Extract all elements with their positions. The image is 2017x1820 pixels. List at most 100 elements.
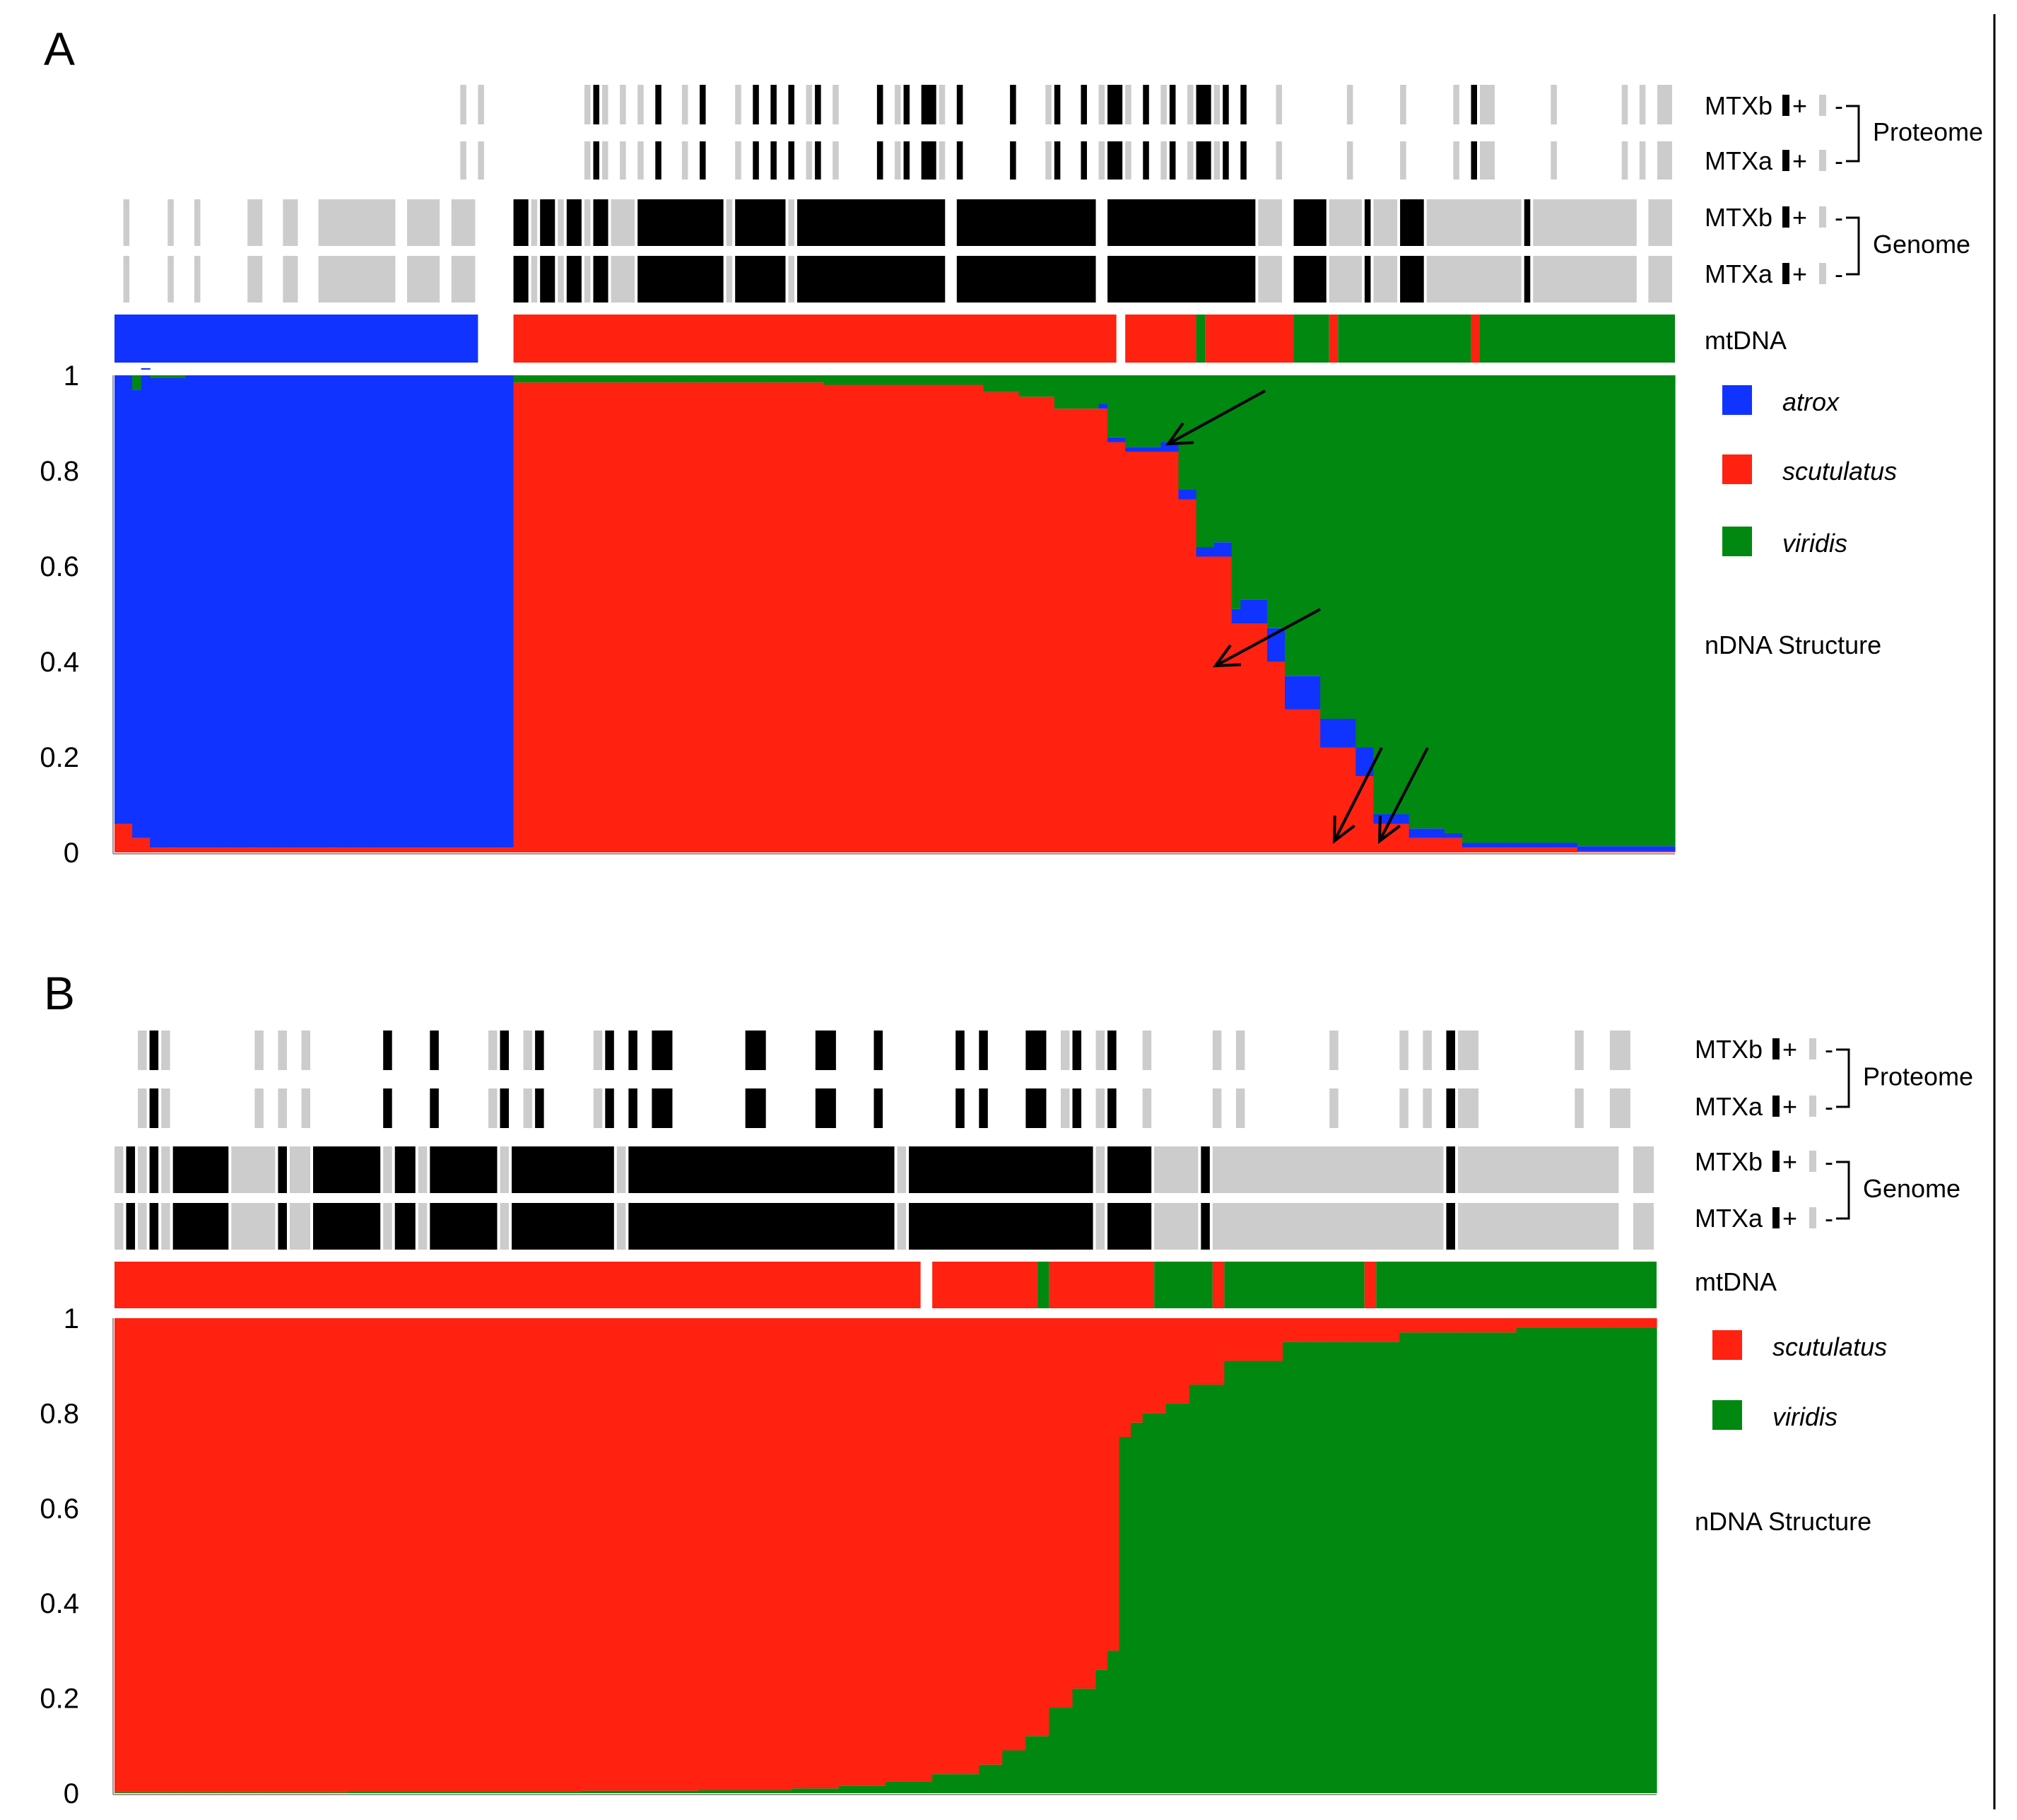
bar-scutulatus bbox=[788, 382, 798, 852]
proteome-cell bbox=[628, 1088, 637, 1128]
genome-cell bbox=[123, 256, 130, 303]
proteome-cell bbox=[1657, 85, 1672, 124]
legend-swatch bbox=[1712, 1330, 1742, 1360]
bar-atrox bbox=[123, 375, 133, 824]
proteome-cell bbox=[278, 1031, 287, 1070]
bar-scutulatus bbox=[930, 384, 940, 852]
bar-atrox bbox=[442, 374, 452, 848]
proteome-cell bbox=[833, 85, 839, 124]
genome-cell bbox=[726, 199, 733, 246]
bracket bbox=[1846, 105, 1860, 163]
bar-atrox bbox=[318, 374, 328, 848]
bar-scutulatus bbox=[1317, 1318, 1330, 1342]
bar-atrox bbox=[398, 374, 408, 848]
bar-scutulatus bbox=[149, 1318, 162, 1792]
bar-viridis bbox=[1356, 375, 1365, 748]
bar-viridis bbox=[313, 1792, 326, 1793]
bar-scutulatus bbox=[1586, 850, 1596, 852]
bar-atrox bbox=[1231, 609, 1241, 623]
bar-scutulatus bbox=[1598, 1318, 1611, 1328]
bar-scutulatus bbox=[194, 847, 204, 852]
bar-scutulatus bbox=[1189, 1318, 1201, 1385]
bar-viridis bbox=[1481, 1332, 1494, 1793]
bar-scutulatus bbox=[1231, 623, 1241, 852]
proteome-cell bbox=[1098, 85, 1105, 124]
bar-viridis bbox=[1609, 1327, 1623, 1793]
separator bbox=[114, 1313, 1657, 1318]
bar-scutulatus bbox=[1131, 1318, 1143, 1423]
bar-atrox bbox=[1506, 843, 1516, 848]
arrow-shaft bbox=[1333, 747, 1383, 842]
bar-scutulatus bbox=[1060, 1318, 1074, 1708]
bar-atrox bbox=[363, 374, 372, 848]
bar-scutulatus bbox=[167, 847, 177, 852]
bar-viridis bbox=[278, 1792, 290, 1793]
bar-viridis bbox=[620, 375, 630, 383]
proteome-cell bbox=[1240, 141, 1247, 180]
bar-viridis bbox=[1276, 375, 1286, 628]
proteome-cell bbox=[1196, 85, 1211, 124]
bar-viridis bbox=[1364, 375, 1375, 748]
legend-label: scutulatus bbox=[1772, 1332, 1887, 1361]
bar-atrox bbox=[141, 368, 151, 838]
bar-viridis bbox=[1409, 375, 1418, 829]
key-positive-label: + bbox=[1782, 1204, 1797, 1233]
bar-viridis bbox=[540, 375, 550, 383]
bar-scutulatus bbox=[460, 847, 470, 852]
bar-scutulatus bbox=[735, 382, 745, 852]
bar-atrox bbox=[1196, 547, 1206, 557]
bar-scutulatus bbox=[932, 1318, 945, 1775]
proteome-cell bbox=[1223, 141, 1229, 180]
proteome-cell bbox=[1045, 85, 1052, 124]
bar-atrox bbox=[478, 375, 488, 848]
bar-scutulatus bbox=[575, 382, 585, 852]
bar-viridis bbox=[1143, 375, 1153, 447]
proteome-cell bbox=[806, 85, 813, 124]
bar-atrox bbox=[1302, 676, 1312, 710]
genome-cell bbox=[584, 199, 591, 246]
bar-scutulatus bbox=[196, 1318, 208, 1792]
proteome-cell bbox=[1471, 85, 1477, 124]
bar-scutulatus bbox=[416, 847, 425, 852]
bar-scutulatus bbox=[220, 847, 230, 852]
bar-viridis bbox=[1231, 375, 1241, 609]
bar-atrox bbox=[1480, 843, 1490, 848]
bar-viridis bbox=[1010, 375, 1020, 392]
proteome-cell bbox=[903, 141, 910, 180]
genome-cell bbox=[1212, 1146, 1444, 1193]
bar-viridis bbox=[640, 1790, 652, 1793]
bar-viridis bbox=[1506, 375, 1516, 843]
proteome-cell bbox=[1609, 1031, 1630, 1070]
bar-scutulatus bbox=[956, 384, 966, 852]
bar-viridis bbox=[371, 1791, 384, 1793]
bar-scutulatus bbox=[1400, 823, 1410, 852]
bar-scutulatus bbox=[1054, 409, 1064, 852]
bar-scutulatus bbox=[912, 384, 922, 852]
bar-scutulatus bbox=[1025, 1318, 1038, 1737]
proteome-cell bbox=[593, 1031, 603, 1070]
genome-cell bbox=[318, 199, 396, 246]
proteome-cell bbox=[138, 1031, 147, 1070]
bar-viridis bbox=[1212, 1385, 1225, 1793]
bar-scutulatus bbox=[433, 847, 443, 852]
legend-label: viridis bbox=[1772, 1402, 1837, 1431]
proteome-cell bbox=[1400, 85, 1406, 124]
bar-viridis bbox=[1426, 375, 1436, 829]
bar-atrox bbox=[1356, 747, 1365, 776]
structure-label: nDNA Structure bbox=[1705, 630, 1881, 659]
bar-scutulatus bbox=[743, 382, 753, 852]
bar-scutulatus bbox=[686, 1318, 700, 1791]
key-negative-swatch bbox=[1809, 1151, 1816, 1172]
bar-viridis bbox=[1165, 1403, 1178, 1793]
y-tick-label: 0.6 bbox=[40, 1493, 79, 1525]
bar-viridis bbox=[1551, 375, 1560, 843]
proteome-cell bbox=[1346, 85, 1353, 124]
bar-atrox bbox=[1630, 846, 1640, 851]
bar-viridis bbox=[254, 1792, 267, 1793]
bar-viridis bbox=[708, 375, 718, 383]
proteome-cell bbox=[876, 85, 883, 124]
bar-viridis bbox=[1116, 375, 1126, 438]
bar-atrox bbox=[1311, 676, 1321, 710]
proteome-cell bbox=[1240, 85, 1247, 124]
bar-scutulatus bbox=[1049, 1318, 1062, 1708]
